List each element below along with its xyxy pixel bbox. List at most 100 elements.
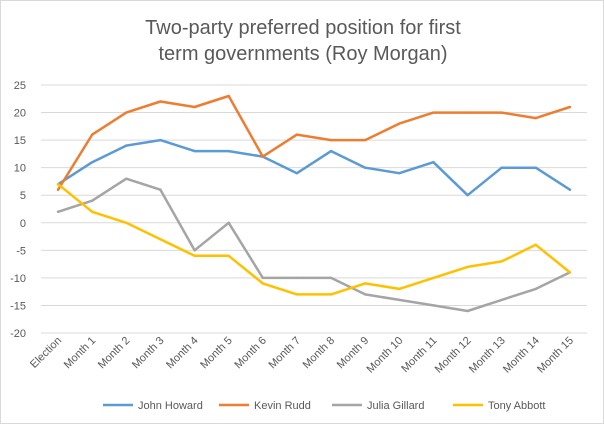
series-line: [56, 182, 572, 296]
data-point: [193, 105, 196, 109]
data-point: [329, 149, 333, 153]
data-point: [125, 177, 128, 180]
data-point: [159, 100, 162, 103]
x-tick-label: Month 13: [467, 335, 508, 376]
x-tick-label: Month 8: [301, 335, 338, 372]
data-point: [90, 133, 94, 136]
data-point: [261, 276, 265, 280]
x-tick-label: Month 15: [535, 335, 576, 376]
series-line: [56, 138, 572, 197]
data-point: [398, 171, 401, 175]
legend-label: Kevin Rudd: [254, 400, 311, 412]
legend-label: Tony Abbott: [488, 400, 546, 412]
data-point: [125, 221, 128, 224]
data-point: [500, 260, 503, 263]
data-point: [500, 298, 503, 302]
series-line: [56, 177, 572, 313]
x-tick-label: Month 6: [232, 335, 269, 372]
data-point: [500, 166, 503, 169]
chart-title-line-1: Two-party preferred position for first: [145, 17, 461, 39]
data-point: [227, 221, 230, 224]
data-point: [398, 122, 401, 125]
data-point: [125, 144, 128, 147]
data-point: [432, 111, 435, 114]
data-point: [159, 188, 162, 191]
x-tick-label: Month 2: [96, 335, 133, 372]
data-point: [159, 138, 162, 142]
series-lines: [56, 94, 572, 313]
data-point: [295, 133, 299, 136]
x-tick-label: Month 7: [266, 335, 303, 372]
data-point: [534, 243, 538, 247]
data-point: [90, 160, 94, 164]
legend-label: Julia Gillard: [367, 400, 424, 412]
legend: John Howard Kevin Rudd Julia Gillard Tony A…: [103, 400, 546, 412]
gridlines: [41, 84, 587, 334]
data-point: [432, 160, 435, 164]
data-point: [466, 194, 469, 197]
data-point: [568, 271, 572, 274]
data-point: [227, 254, 230, 258]
data-point: [466, 265, 469, 269]
data-point: [295, 293, 299, 296]
data-point: [193, 149, 196, 153]
y-tick-label: 20: [14, 108, 26, 120]
data-point: [534, 116, 538, 120]
data-point: [56, 183, 60, 186]
series-line: [56, 94, 572, 191]
x-tick-label: Month 3: [130, 335, 167, 372]
data-point: [363, 282, 367, 285]
data-point: [363, 166, 367, 169]
data-point: [466, 111, 469, 114]
data-point: [90, 199, 94, 202]
y-tick-label: 15: [14, 135, 26, 147]
y-tick-label: -5: [16, 245, 26, 257]
data-point: [329, 293, 333, 296]
x-tick-label: Month 10: [365, 335, 406, 376]
data-point: [568, 188, 572, 191]
x-tick-label: Month 5: [198, 335, 235, 372]
data-point: [227, 94, 230, 98]
data-point: [125, 111, 128, 114]
data-point: [56, 188, 60, 191]
data-point: [159, 238, 162, 241]
y-tick-label: -10: [10, 273, 26, 285]
data-point: [329, 276, 333, 280]
y-tick-label: -20: [10, 328, 26, 340]
data-point: [56, 210, 60, 213]
y-tick-label: 25: [14, 80, 26, 92]
y-tick-label: -15: [10, 300, 26, 312]
y-axis-ticks: 25 20 15 10 5 0 -5 -10 -15 -20: [10, 80, 26, 340]
data-point: [432, 304, 435, 307]
data-point: [363, 138, 367, 142]
data-point: [568, 105, 572, 109]
data-point: [90, 210, 94, 213]
y-tick-label: 10: [14, 163, 26, 175]
x-tick-label: Month 12: [433, 335, 474, 376]
x-tick-label: Election: [28, 335, 64, 371]
data-point: [500, 111, 503, 114]
data-point: [227, 149, 230, 153]
y-tick-label: 0: [20, 218, 26, 230]
data-point: [193, 249, 196, 252]
data-point: [329, 138, 333, 142]
data-point: [534, 287, 538, 291]
data-point: [466, 309, 469, 313]
data-point: [193, 254, 196, 258]
legend-label: John Howard: [138, 400, 203, 412]
x-tick-label: Month 1: [62, 335, 99, 372]
data-point: [295, 276, 299, 280]
y-tick-label: 5: [20, 190, 26, 202]
chart-title-line-2: term governments (Roy Morgan): [159, 43, 448, 65]
data-point: [261, 282, 265, 285]
data-point: [295, 171, 299, 175]
x-tick-label: Month 14: [501, 335, 542, 376]
data-point: [398, 298, 401, 302]
data-point: [534, 166, 538, 169]
x-tick-label: Month 4: [164, 335, 201, 372]
data-point: [432, 276, 435, 280]
data-point: [363, 293, 367, 296]
